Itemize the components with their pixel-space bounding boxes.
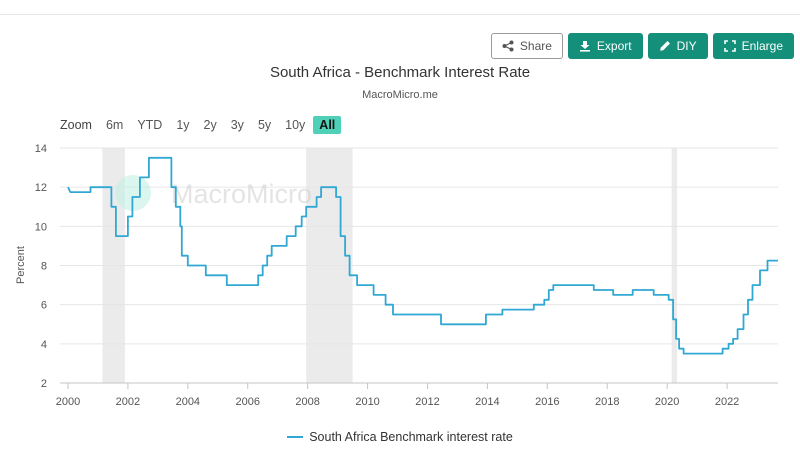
x-tick-label: 2010 bbox=[355, 396, 379, 408]
x-axis: 2000 2002 2004 2006 2008 2010 2012 2014 2016 2018… bbox=[56, 382, 778, 408]
x-tick-label: 2016 bbox=[535, 396, 559, 408]
enlarge-label: Enlarge bbox=[741, 39, 783, 53]
x-tick-label: 2018 bbox=[595, 396, 619, 408]
enlarge-button[interactable]: Enlarge bbox=[712, 33, 794, 59]
legend-swatch bbox=[287, 436, 304, 438]
chart-title: South Africa - Benchmark Interest Rate bbox=[269, 64, 531, 81]
y-tick-label: 12 bbox=[35, 182, 47, 194]
y-tick-label: 14 bbox=[35, 143, 47, 155]
x-tick-label: 2022 bbox=[715, 396, 739, 408]
watermark-logo-icon bbox=[115, 175, 151, 211]
x-tick-label: 2000 bbox=[56, 396, 80, 408]
chart-subtitle: MacroMicro.me bbox=[362, 89, 438, 101]
x-tick-label: 2014 bbox=[475, 396, 499, 408]
legend-label: South Africa Benchmark interest rate bbox=[309, 430, 513, 444]
x-tick-label: 2004 bbox=[176, 396, 200, 408]
zoom-5y-button[interactable]: 5y bbox=[257, 118, 272, 132]
zoom-ytd-button[interactable]: YTD bbox=[137, 118, 163, 132]
y-axis: 2 4 6 8 10 12 14 bbox=[35, 143, 47, 390]
x-tick-label: 2002 bbox=[116, 396, 140, 408]
share-button[interactable]: Share bbox=[490, 33, 563, 59]
zoom-2y-button[interactable]: 2y bbox=[203, 118, 217, 132]
y-tick-label: 4 bbox=[41, 339, 47, 351]
zoom-label: Zoom bbox=[60, 118, 92, 132]
export-button[interactable]: Export bbox=[567, 33, 643, 59]
diy-button[interactable]: DIY bbox=[647, 33, 708, 59]
zoom-all-button[interactable]: All bbox=[313, 116, 342, 134]
diy-label: DIY bbox=[676, 39, 697, 53]
legend[interactable]: South Africa Benchmark interest rate bbox=[0, 430, 800, 444]
pencil-icon bbox=[659, 40, 671, 52]
export-label: Export bbox=[596, 39, 632, 53]
chart-toolbar: Share Export DIY Enlarge bbox=[490, 33, 794, 59]
watermark-text: MacroMicro bbox=[171, 179, 312, 209]
y-axis-title: Percent bbox=[15, 246, 27, 284]
y-tick-label: 2 bbox=[41, 378, 47, 390]
zoom-3y-button[interactable]: 3y bbox=[230, 118, 244, 132]
share-label: Share bbox=[519, 39, 552, 53]
y-tick-label: 6 bbox=[41, 300, 47, 312]
zoom-10y-button[interactable]: 10y bbox=[285, 118, 306, 132]
series-line[interactable] bbox=[67, 156, 778, 355]
x-tick-label: 2020 bbox=[655, 396, 679, 408]
top-divider bbox=[0, 14, 800, 15]
x-tick-label: 2006 bbox=[236, 396, 260, 408]
watermark: MacroMicro bbox=[115, 175, 312, 211]
y-tick-label: 8 bbox=[41, 261, 47, 273]
download-icon bbox=[579, 40, 591, 52]
zoom-6m-button[interactable]: 6m bbox=[105, 118, 124, 132]
series-layer bbox=[67, 156, 778, 355]
x-tick-label: 2008 bbox=[295, 396, 319, 408]
x-tick-label: 2012 bbox=[415, 396, 439, 408]
y-tick-label: 10 bbox=[35, 221, 47, 233]
zoom-1y-button[interactable]: 1y bbox=[176, 118, 190, 132]
share-icon bbox=[502, 40, 514, 52]
expand-icon bbox=[723, 40, 736, 52]
zoom-selector: Zoom 6m YTD 1y 2y 3y 5y 10y All bbox=[60, 116, 343, 134]
